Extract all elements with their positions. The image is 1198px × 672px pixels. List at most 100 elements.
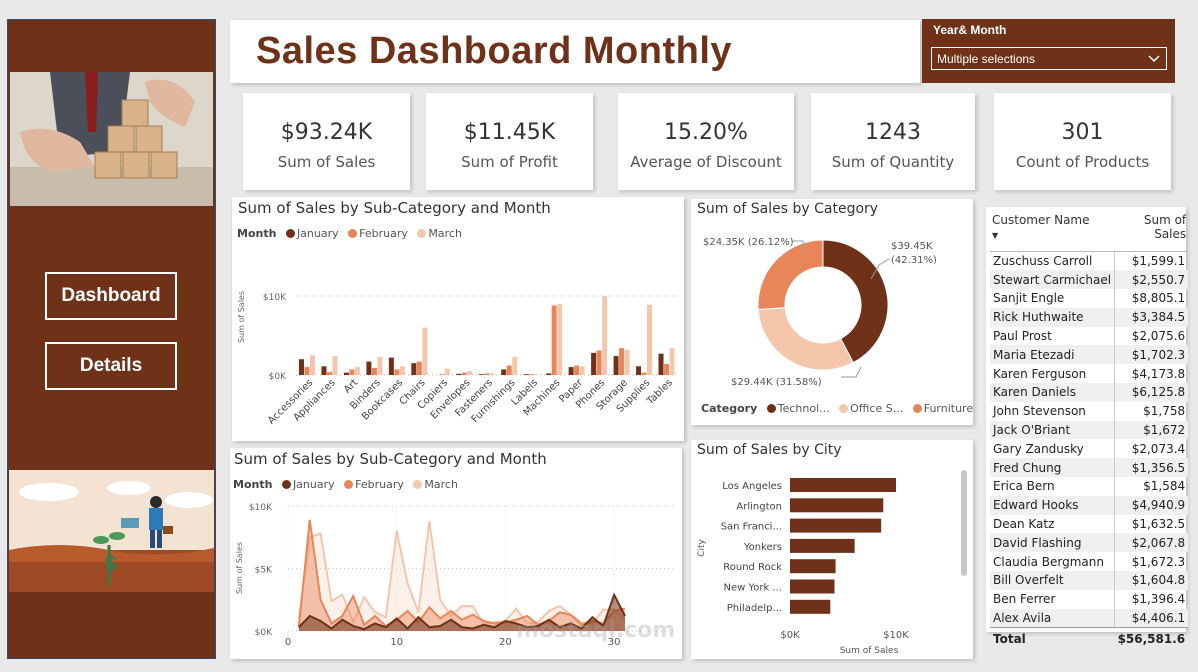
sales-cell: $3,384.5 — [1114, 307, 1189, 327]
customer-name-cell: Gary Zandusky — [993, 441, 1084, 456]
x-tick-label: 30 — [608, 637, 621, 648]
bar — [501, 369, 507, 375]
x-tick-label: 20 — [499, 637, 512, 648]
donut-slice — [757, 307, 854, 371]
kpi-count-of-products: 301 Count of Products — [994, 93, 1171, 190]
bar — [790, 538, 855, 553]
table-row[interactable]: Claudia Bergmann $1,672.3 — [990, 552, 1189, 572]
bar — [546, 373, 552, 375]
customer-name-cell: Edward Hooks — [990, 495, 1115, 515]
category-donut-chart: $39.45K (42.31%) $29.44K (31.58%) $24.35K (… — [703, 237, 937, 388]
table-row[interactable]: David Flashing $2,067.8 — [990, 533, 1189, 553]
customer-name-cell: Stewart Carmichael — [990, 270, 1115, 290]
table-row[interactable]: Paul Prost $2,075.6 — [990, 326, 1189, 346]
legend-swatch-march — [413, 480, 423, 489]
y-tick-label: $0K — [269, 372, 287, 382]
customer-sales-table: Customer Name ▼ Sum of Sales Zuschuss Car… — [990, 207, 1189, 650]
customer-name-cell: Jack O'Briant — [990, 420, 1115, 440]
bar — [790, 559, 836, 574]
bar — [529, 374, 535, 375]
bar — [298, 359, 304, 375]
x-tick-label: Art — [342, 377, 360, 395]
table-row[interactable]: Bill Overfelt $1,604.8 — [990, 571, 1189, 590]
table-row[interactable]: Jack O'Briant $1,672 — [990, 420, 1189, 440]
bar — [394, 369, 400, 375]
category-legend: Category Technol... Office S... Furnitur… — [701, 402, 973, 415]
sales-cell: $6,125.8 — [1114, 383, 1189, 402]
bar — [309, 355, 315, 375]
sales-cell: $4,940.9 — [1114, 495, 1189, 515]
dashboard-button[interactable]: Dashboard — [45, 272, 177, 320]
table-row[interactable]: Fred Chung $1,356.5 — [990, 458, 1189, 478]
table-row[interactable]: Zuschuss Carroll $1,599.1 — [990, 251, 1189, 271]
slice-label: $39.45K — [891, 241, 933, 252]
table-row[interactable]: Sanjit Engle $8,805.1 — [990, 289, 1189, 308]
bar — [489, 373, 495, 375]
bar — [461, 372, 467, 375]
table-row[interactable]: Maria Etezadi $1,702.3 — [990, 345, 1189, 365]
customer-name-cell: Zuschuss Carroll — [993, 254, 1093, 269]
city-bar-chart-panel: Sum of Sales by City Los Angeles Arlingto… — [691, 440, 973, 659]
y-tick-label: $5K — [255, 566, 273, 576]
bar — [669, 348, 675, 375]
bar — [619, 348, 625, 375]
chart-title: Sum of Sales by Category — [697, 201, 879, 217]
bar — [478, 374, 484, 375]
table-row[interactable]: Karen Ferguson $4,173.8 — [990, 364, 1189, 384]
title-panel: Sales Dashboard Monthly — [230, 20, 920, 83]
category-donut-panel: Sum of Sales by Category $39.45K (42.31%)… — [691, 199, 973, 425]
bar — [596, 350, 602, 375]
kpi-sum-of-quantity: 1243 Sum of Quantity — [811, 93, 975, 190]
table-row[interactable]: Alex Avila $4,406.1 — [990, 608, 1189, 628]
legend-item-january: January — [292, 478, 335, 491]
table-row[interactable]: Erica Bern $1,584 — [990, 477, 1189, 496]
table-row[interactable]: Stewart Carmichael $2,550.7 — [990, 270, 1189, 290]
customer-name-cell: John Stevenson — [993, 404, 1086, 419]
bar — [377, 356, 383, 375]
y-tick-label: $0K — [255, 628, 273, 638]
customer-name-cell: Erica Bern — [993, 479, 1055, 494]
bar — [664, 363, 670, 375]
table-row[interactable]: Edward Hooks $4,940.9 — [990, 495, 1189, 515]
sales-cell: $1,604.8 — [1114, 571, 1189, 590]
y-axis-label: Sum of Sales — [235, 542, 244, 594]
y-axis-label: City — [697, 539, 707, 557]
sales-cell: $1,356.5 — [1114, 458, 1189, 478]
bar — [332, 356, 338, 375]
sales-cell: $1,672 — [1114, 420, 1189, 440]
bar — [636, 366, 642, 375]
x-tick-label: 0 — [285, 637, 291, 648]
sales-cell: $2,550.7 — [1114, 270, 1189, 290]
kpi-sum-of-profit: $11.45K Sum of Profit — [426, 93, 593, 190]
bar — [790, 518, 882, 533]
customer-name-cell: Claudia Bergmann — [993, 554, 1104, 569]
sales-cell: $1,702.3 — [1114, 345, 1189, 365]
table-row[interactable]: Karen Daniels $6,125.8 — [990, 383, 1189, 402]
column-header-sum-of-sales[interactable]: Sum of Sales — [1114, 207, 1189, 252]
bar — [641, 372, 647, 375]
table-row[interactable]: Ben Ferrer $1,396.4 — [990, 589, 1189, 609]
chart-title: Sum of Sales by Sub-Category and Month — [234, 450, 547, 468]
bar — [602, 296, 608, 375]
bar — [326, 371, 332, 375]
customer-name-cell: David Flashing — [990, 533, 1115, 553]
table-row[interactable]: Dean Katz $1,632.5 — [990, 514, 1189, 534]
bar — [343, 372, 349, 375]
scrollbar[interactable] — [961, 470, 967, 576]
customer-name-cell: Fred Chung — [990, 458, 1115, 478]
customer-name-cell: Karen Ferguson — [993, 366, 1087, 381]
sales-cell: $2,075.6 — [1114, 326, 1189, 346]
bar — [371, 367, 377, 375]
kpi-label: Sum of Sales — [277, 153, 376, 171]
slicer-dropdown[interactable]: Multiple selections — [931, 47, 1167, 70]
table-row[interactable]: Rick Huthwaite $3,384.5 — [990, 307, 1189, 327]
bar — [591, 352, 597, 375]
y-tick-label: Philadelp... — [727, 603, 782, 614]
table-row[interactable]: John Stevenson $1,758 — [990, 401, 1189, 421]
table-row[interactable]: Gary Zandusky $2,073.4 — [990, 439, 1189, 459]
total-row: Total $56,581.6 — [990, 626, 1189, 650]
details-button[interactable]: Details — [45, 342, 177, 390]
column-header-customer-name[interactable]: Customer Name ▼ — [990, 207, 1115, 252]
legend-swatch-technology — [766, 404, 776, 413]
y-tick-label: Yonkers — [743, 542, 782, 553]
